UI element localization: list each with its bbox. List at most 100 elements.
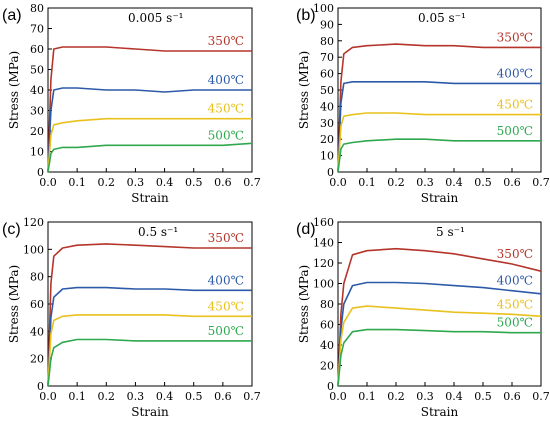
y-tick-label: 20 [30,125,44,138]
x-tick-label: 0.2 [387,176,405,189]
series-label: 450℃ [208,299,244,313]
series-label: 500℃ [208,324,244,338]
y-tick-label: 60 [30,298,44,311]
series-line-450C [47,117,252,173]
y-axis-label: Stress (MPa) [297,51,311,129]
x-tick-label: 0.1 [68,390,86,403]
y-tick-label: 140 [313,237,334,250]
series-label: 350℃ [208,231,244,245]
series-label: 500℃ [497,124,533,138]
y-tick-label: 120 [313,257,334,270]
x-tick-label: 0.6 [503,176,521,189]
series-label: 350℃ [497,247,533,261]
x-tick-label: 0.6 [214,390,232,403]
series-label: 350℃ [497,30,533,44]
x-tick-label: 0.2 [98,176,116,189]
y-tick-label: 60 [320,319,334,332]
x-tick-label: 0.5 [474,176,492,189]
x-axis-label: Strain [131,405,169,419]
y-tick-label: 0 [327,380,334,393]
x-tick-label: 0.0 [329,176,347,189]
y-tick-label: 0 [37,166,44,179]
y-tick-label: 80 [320,298,334,311]
panel-c: 0.0 0.1 0.2 0.3 0.4 0.5 0.6 0.7 0 20 40 60 80 100 120 S… [2,216,261,419]
x-tick-label: 0.7 [532,390,550,403]
y-axis-label: Stress (MPa) [7,265,21,343]
y-axis-label: Stress (MPa) [7,51,21,129]
series-line-500C [47,142,253,173]
y-tick-label: 100 [23,243,44,256]
y-tick-label: 40 [30,325,44,338]
x-tick-label: 0.5 [474,390,492,403]
y-tick-label: 20 [320,360,334,373]
y-tick-label: 160 [313,216,334,229]
y-tick-label: 100 [313,2,334,15]
strain-rate-label: 0.5 s⁻¹ [138,225,178,239]
x-tick-label: 0.2 [387,390,405,403]
y-tick-label: 60 [320,68,334,81]
x-tick-label: 0.7 [243,390,261,403]
x-axis-label: Strain [421,405,459,419]
series-line-350C [337,43,541,173]
y-tick-label: 70 [320,51,334,64]
series-label: 450℃ [208,102,244,116]
y-tick-label: 40 [320,100,334,113]
series-line-500C [47,338,252,387]
x-tick-label: 0.1 [68,176,86,189]
x-tick-label: 0.2 [98,390,116,403]
x-tick-label: 0.0 [329,390,347,403]
series-line-400C [47,286,252,387]
series-line-450C [47,314,252,387]
strain-rate-label: 5 s⁻¹ [436,225,465,239]
series-line-350C [47,243,252,387]
y-tick-label: 100 [313,278,334,291]
panel-a: 0.0 0.1 0.2 0.3 0.4 0.5 0.6 0.7 0 10 20 30 40 50 60 70 8… [2,2,261,205]
y-tick-label: 80 [30,2,44,15]
x-tick-label: 0.3 [416,176,434,189]
x-tick-label: 0.1 [358,390,376,403]
x-tick-label: 0.4 [156,390,174,403]
x-tick-label: 0.5 [185,390,203,403]
y-tick-label: 40 [30,84,44,97]
series-line-350C [47,46,252,173]
y-tick-label: 10 [30,146,44,159]
y-tick-label: 0 [327,166,334,179]
y-tick-label: 30 [320,117,334,130]
x-axis-label: Strain [131,191,169,205]
x-tick-label: 0.4 [445,390,463,403]
series-label: 400℃ [208,73,244,87]
series-label: 500℃ [497,316,533,330]
x-axis-label: Strain [421,191,459,205]
panel-label: (a) [2,7,22,24]
y-tick-label: 0 [37,380,44,393]
panel-d: 0.0 0.1 0.2 0.3 0.4 0.5 0.6 0.7 0 20 40 60 80 100 120 1… [296,216,550,419]
x-tick-label: 0.0 [39,176,57,189]
x-tick-label: 0.3 [127,390,145,403]
x-tick-label: 0.6 [503,390,521,403]
x-tick-label: 0.4 [156,176,174,189]
x-tick-label: 0.1 [358,176,376,189]
y-tick-label: 60 [30,43,44,56]
y-tick-label: 30 [30,105,44,118]
x-tick-label: 0.3 [127,176,145,189]
series-line-400C [47,87,252,173]
series-label: 400℃ [497,274,533,288]
series-label: 400℃ [497,66,533,80]
y-axis-label: Stress (MPa) [297,265,311,343]
series-line-350C [337,247,542,387]
series-line-400C [337,81,541,173]
y-tick-label: 90 [320,18,334,31]
y-tick-label: 40 [320,339,334,352]
y-tick-label: 70 [30,23,44,36]
y-tick-label: 10 [320,150,334,163]
series-line-500C [337,138,541,173]
strain-rate-label: 0.005 s⁻¹ [128,11,183,25]
series-line-400C [337,281,542,387]
x-tick-label: 0.6 [214,176,232,189]
panel-b: 0.0 0.1 0.2 0.3 0.4 0.5 0.6 0.7 0 10 20 30 40 50 60 70 8… [296,2,550,205]
y-tick-label: 50 [30,64,44,77]
x-tick-label: 0.0 [39,390,57,403]
y-tick-label: 20 [30,353,44,366]
x-tick-label: 0.5 [185,176,203,189]
